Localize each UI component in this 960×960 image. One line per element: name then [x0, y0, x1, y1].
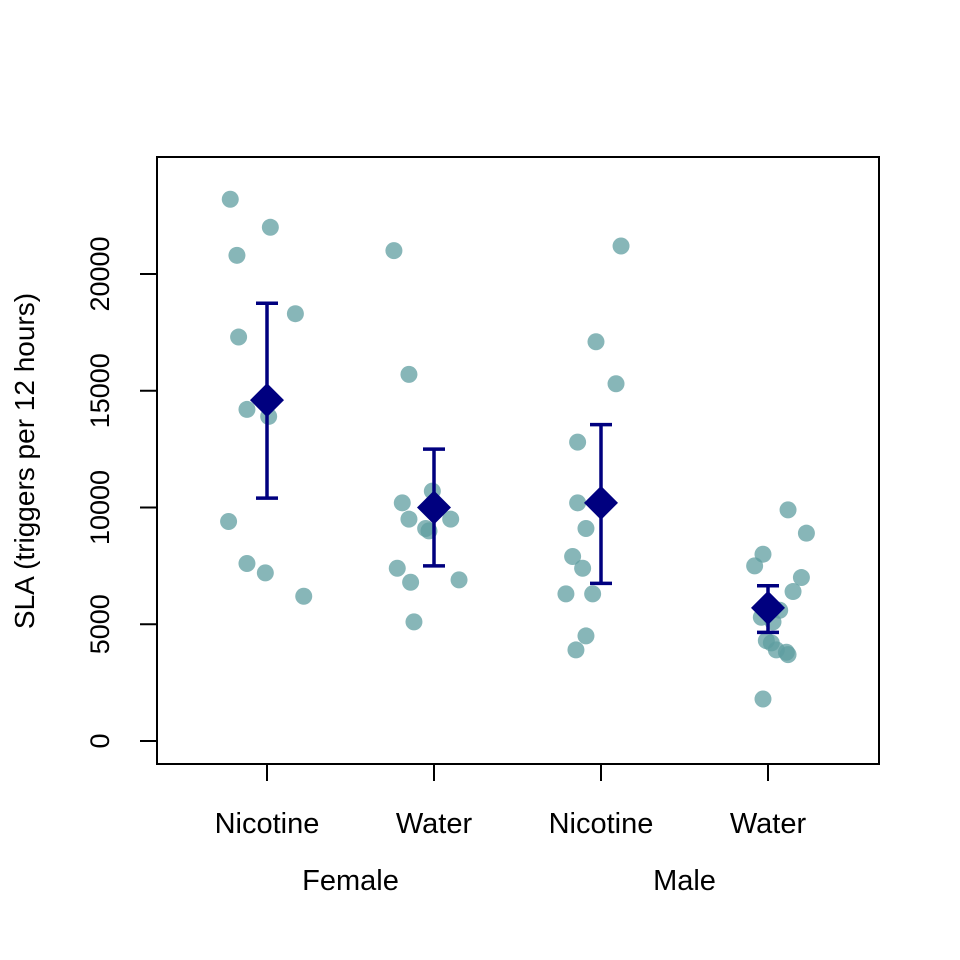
data-point: [577, 520, 595, 538]
y-tick-label: 20000: [85, 236, 115, 311]
data-point: [797, 524, 815, 542]
data-point: [569, 433, 587, 451]
data-point: [400, 510, 418, 528]
data-point: [577, 627, 595, 645]
mean-marker-group: [250, 301, 284, 500]
mean-marker-group: [751, 583, 785, 635]
data-point: [567, 641, 585, 659]
data-point: [405, 613, 423, 631]
mean-marker-group: [417, 447, 451, 568]
data-point: [388, 559, 406, 577]
data-point: [779, 646, 797, 664]
data-point: [746, 557, 764, 575]
data-points-layer: [220, 190, 815, 708]
data-point: [261, 218, 279, 236]
data-point: [228, 246, 246, 264]
data-point: [587, 333, 605, 351]
data-point: [754, 690, 772, 708]
data-point: [393, 494, 411, 512]
data-point: [238, 555, 256, 573]
y-tick-label: 0: [85, 733, 115, 748]
x-axis: Nicotine Water Nicotine Water Female Male: [215, 764, 807, 897]
data-point: [402, 573, 420, 591]
x-tick-label: Nicotine: [215, 808, 320, 840]
data-point: [792, 569, 810, 587]
data-point: [784, 583, 802, 601]
y-axis-title: SLA (triggers per 12 hours): [9, 293, 40, 629]
data-point: [442, 510, 460, 528]
mean-marker: [250, 383, 284, 418]
data-point: [286, 305, 304, 323]
mean-marker: [751, 590, 785, 625]
x-tick-label: Nicotine: [549, 808, 654, 840]
x-tick-label: Water: [730, 808, 807, 840]
plot-frame: [156, 156, 880, 765]
data-point: [557, 585, 575, 603]
plot-frame-layer: [156, 156, 880, 765]
means-layer: [250, 301, 785, 635]
mean-marker: [417, 490, 451, 525]
data-point: [574, 559, 592, 577]
data-point: [221, 190, 239, 208]
data-point: [295, 587, 313, 605]
y-axis: 0 5000 10000 15000 20000: [85, 236, 157, 749]
group-label: Female: [302, 865, 399, 897]
mean-marker-group: [584, 422, 618, 586]
data-point: [612, 237, 630, 255]
mean-marker: [584, 485, 618, 520]
y-tick-label: 10000: [85, 470, 115, 545]
data-point: [238, 400, 256, 418]
data-point: [256, 564, 274, 582]
data-point: [385, 242, 403, 260]
data-point: [450, 571, 468, 589]
group-label: Male: [653, 865, 716, 897]
data-point: [584, 585, 602, 603]
data-point: [230, 328, 248, 346]
data-point: [400, 365, 418, 383]
x-tick-label: Water: [396, 808, 473, 840]
y-tick-label: 15000: [85, 353, 115, 428]
data-point: [564, 548, 582, 566]
data-point: [569, 494, 587, 512]
data-point: [220, 513, 238, 531]
data-point: [607, 375, 625, 393]
y-tick-label: 5000: [85, 594, 115, 654]
data-point: [779, 501, 797, 519]
